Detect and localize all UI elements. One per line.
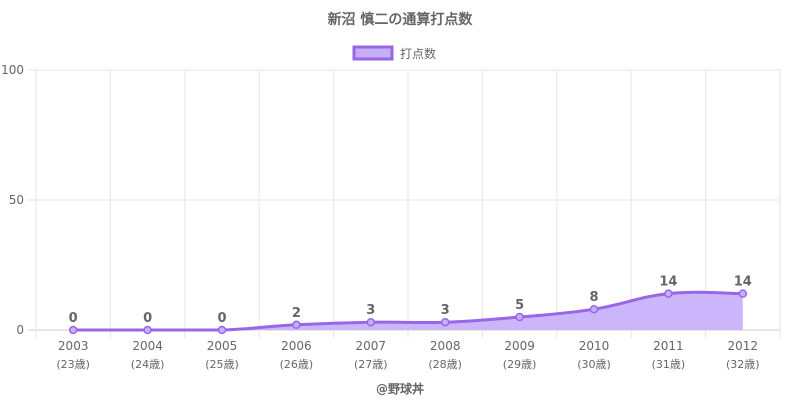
x-tick-label: 2004 xyxy=(132,339,163,353)
data-label: 3 xyxy=(366,303,375,318)
data-points xyxy=(68,289,748,335)
series-line xyxy=(73,290,743,332)
x-tick-sublabel: (29歳) xyxy=(503,358,537,371)
x-tick-label: 2012 xyxy=(728,339,759,353)
data-point[interactable] xyxy=(143,325,152,335)
data-point[interactable] xyxy=(515,312,524,322)
data-point[interactable] xyxy=(589,304,599,314)
data-labels: 0 0 0 2 3 3 5 8 14 14 xyxy=(69,275,752,326)
data-label: 0 xyxy=(217,311,226,326)
x-tick-sublabel: (28歳) xyxy=(428,358,462,371)
y-tick-label: 0 xyxy=(16,323,24,337)
data-label: 5 xyxy=(515,298,524,313)
legend-swatch xyxy=(352,45,394,61)
x-axis: 2003 (23歳) 2004 (24歳) 2005 (25歳) 2006 (26歳) 2007… xyxy=(56,339,759,371)
y-axis: 0 50 100 xyxy=(1,63,24,337)
data-point[interactable] xyxy=(738,289,748,298)
x-tick-label: 2003 xyxy=(58,339,89,353)
data-label: 2 xyxy=(292,306,301,321)
data-label: 0 xyxy=(143,311,152,326)
data-label: 14 xyxy=(734,275,752,290)
x-tick-label: 2009 xyxy=(504,339,535,353)
x-tick-sublabel: (26歳) xyxy=(280,358,314,371)
x-tick-sublabel: (25歳) xyxy=(205,358,239,371)
y-tick-label: 100 xyxy=(1,63,24,77)
data-point[interactable] xyxy=(68,325,78,335)
x-tick-sublabel: (31歳) xyxy=(652,358,686,371)
x-tick-label: 2005 xyxy=(207,339,238,353)
data-point[interactable] xyxy=(440,317,450,327)
x-tick-label: 2011 xyxy=(653,339,684,353)
x-tick-sublabel: (27歳) xyxy=(354,358,388,371)
data-point[interactable] xyxy=(664,289,673,298)
x-tick-sublabel: (30歳) xyxy=(577,358,611,371)
series-area xyxy=(73,290,743,332)
legend-label: 打点数 xyxy=(400,46,436,61)
x-tick-sublabel: (23歳) xyxy=(56,358,90,371)
series-area-fill xyxy=(73,292,743,330)
data-label: 3 xyxy=(441,303,450,318)
x-tick-sublabel: (32歳) xyxy=(726,358,760,371)
data-label: 14 xyxy=(659,275,677,290)
x-tick-label: 2006 xyxy=(281,339,312,353)
x-tick-sublabel: (24歳) xyxy=(131,358,165,371)
x-tick-label: 2010 xyxy=(579,339,610,353)
data-point[interactable] xyxy=(217,325,227,335)
data-point[interactable] xyxy=(292,320,301,330)
chart-title: 新沼 慎二の通算打点数 xyxy=(328,11,474,28)
x-tick-label: 2007 xyxy=(356,339,387,353)
data-point[interactable] xyxy=(366,317,376,327)
data-label: 8 xyxy=(589,290,598,305)
footer-credit: @野球丼 xyxy=(376,381,424,396)
data-label: 0 xyxy=(69,311,78,326)
x-tick-label: 2008 xyxy=(430,339,461,353)
legend[interactable]: 打点数 xyxy=(352,45,436,61)
y-tick-label: 50 xyxy=(9,193,24,207)
